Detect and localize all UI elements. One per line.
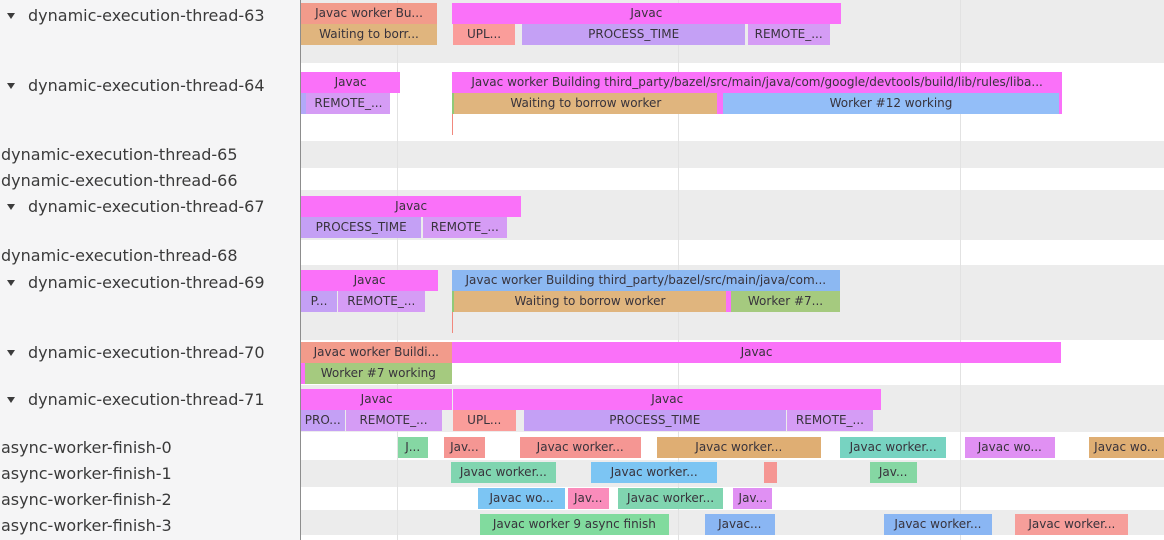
track-label-row[interactable]: async-worker-finish-0 [0, 437, 300, 459]
track-background-band [301, 460, 1164, 487]
track-label-row[interactable]: dynamic-execution-thread-68 [0, 245, 300, 267]
timeline-slice[interactable]: Javac worker... [840, 437, 946, 458]
timeline-slice[interactable]: PROCESS_TIME [522, 24, 745, 45]
track-label: dynamic-execution-thread-67 [28, 197, 265, 216]
track-label: async-worker-finish-3 [1, 516, 172, 535]
timeline-slice[interactable] [764, 462, 778, 484]
track-label-row[interactable]: dynamic-execution-thread-66 [0, 170, 300, 192]
timeline-slice[interactable]: Javac worker... [519, 437, 641, 458]
timeline-slice[interactable]: Javac worker Buildi... [301, 342, 452, 363]
collapse-triangle-icon[interactable] [7, 83, 15, 89]
timeline-slice[interactable]: Javac [301, 389, 453, 410]
timeline-slice[interactable]: Javac worker... [618, 488, 723, 510]
timeline-slice[interactable]: Jav... [733, 488, 773, 510]
timeline-slice[interactable]: UPL... [453, 410, 516, 431]
timeline-slice[interactable]: REMOTE_... [747, 24, 830, 45]
timeline-slice[interactable]: Javac [301, 270, 439, 291]
track-label: dynamic-execution-thread-65 [1, 144, 238, 164]
timeline-slice[interactable]: P... [301, 291, 337, 312]
track-background-band [301, 141, 1164, 168]
track-label-row[interactable]: dynamic-execution-thread-70 [0, 342, 300, 364]
track-label-row[interactable]: dynamic-execution-thread-67 [0, 196, 300, 218]
track-label-row[interactable]: dynamic-execution-thread-65 [0, 144, 300, 166]
track-label: dynamic-execution-thread-69 [28, 273, 265, 292]
track-label-row[interactable]: async-worker-finish-1 [0, 463, 300, 485]
timeline-slice[interactable]: Javac wo... [478, 488, 566, 510]
timeline-slice[interactable]: Waiting to borrow worker [454, 93, 718, 114]
timeline-slice[interactable]: Javac worker... [450, 462, 556, 484]
timeline-slice[interactable]: PROCESS_TIME [523, 410, 786, 431]
track-label: async-worker-finish-1 [1, 464, 172, 483]
timeline-slice[interactable]: Waiting to borrow worker [454, 291, 726, 312]
timeline-slice[interactable] [451, 291, 455, 312]
collapse-triangle-icon[interactable] [7, 350, 15, 356]
timeline-slice[interactable]: Javac wo... [964, 437, 1055, 458]
track-label: dynamic-execution-thread-63 [28, 6, 265, 25]
timeline-slice[interactable]: Javac worker 9 async finish [480, 513, 669, 535]
track-label: async-worker-finish-2 [1, 489, 172, 509]
track-label: dynamic-execution-thread-70 [28, 343, 265, 362]
track-label: dynamic-execution-thread-71 [28, 389, 265, 409]
timeline-slice[interactable]: REMOTE_... [345, 410, 442, 431]
timeline-slice[interactable]: Worker #12 working [722, 93, 1060, 114]
timeline-slice[interactable]: Jav... [567, 488, 609, 510]
track-label: dynamic-execution-thread-68 [1, 245, 238, 265]
timeline-slice[interactable]: Jav... [869, 462, 917, 484]
timeline-slice[interactable] [301, 363, 305, 384]
track-label-row[interactable]: dynamic-execution-thread-71 [0, 389, 300, 411]
timeline-slice[interactable]: REMOTE_... [786, 410, 874, 431]
timeline-slice[interactable]: Javac [453, 389, 882, 410]
timeline-slice[interactable] [451, 114, 454, 135]
timeline-slice[interactable]: UPL... [452, 24, 516, 45]
track-label: dynamic-execution-thread-64 [28, 76, 265, 95]
time-gridline [959, 0, 961, 540]
timeline-slice[interactable] [451, 312, 454, 333]
collapse-triangle-icon[interactable] [7, 204, 15, 210]
timeline-slice[interactable]: Worker #7... [731, 291, 840, 312]
track-label-row[interactable]: dynamic-execution-thread-69 [0, 272, 300, 294]
timeline-slice[interactable]: Worker #7 working [305, 363, 452, 384]
timeline-slice[interactable] [301, 93, 307, 114]
track-name-panel: dynamic-execution-thread-63 dynamic-execu… [0, 0, 301, 540]
track-label-row[interactable]: dynamic-execution-thread-64 [0, 75, 300, 97]
track-label-row[interactable]: async-worker-finish-3 [0, 515, 300, 537]
timeline-slice[interactable]: Javac worker... [657, 437, 821, 458]
timeline-slice[interactable]: Jav... [443, 437, 486, 458]
timeline-slice[interactable]: Javac [301, 72, 401, 93]
timeline-slice[interactable]: REMOTE_... [423, 217, 507, 238]
timeline-slice[interactable]: PRO... [301, 410, 345, 431]
timeline-slice[interactable]: REMOTE_... [338, 291, 425, 312]
timeline-slice[interactable] [717, 93, 723, 114]
collapse-triangle-icon[interactable] [7, 396, 15, 403]
timeline-slice[interactable]: Javac worker Building third_party/bazel/… [451, 72, 1063, 93]
timeline-slice[interactable]: Javac wo... [1088, 437, 1164, 458]
timeline-slice[interactable]: Javac worker... [883, 513, 993, 535]
timeline-slice[interactable]: Javac [301, 196, 522, 217]
collapse-triangle-icon[interactable] [7, 280, 15, 286]
collapse-triangle-icon[interactable] [7, 13, 15, 19]
track-label: async-worker-finish-0 [1, 438, 172, 457]
timeline-slice[interactable]: Waiting to borr... [301, 24, 437, 45]
timeline-slice[interactable]: Javac... [705, 513, 775, 535]
timeline-slice[interactable]: REMOTE_... [306, 93, 391, 114]
timeline-slice[interactable]: Javac worker... [1015, 513, 1129, 535]
timeline-slice[interactable]: Javac [451, 3, 841, 24]
track-label: dynamic-execution-thread-66 [1, 171, 238, 190]
timeline-slice[interactable]: Javac worker... [591, 462, 718, 484]
timeline-slice[interactable]: Javac worker Bu... [301, 3, 437, 24]
timeline-slice[interactable] [725, 291, 731, 312]
timeline-slice[interactable]: Javac [452, 342, 1061, 363]
timeline-slice[interactable]: J... [397, 437, 428, 458]
track-label-row[interactable]: async-worker-finish-2 [0, 489, 300, 511]
timeline-slice[interactable]: Javac worker Building third_party/bazel/… [451, 270, 840, 291]
track-label-row[interactable]: dynamic-execution-thread-63 [0, 5, 300, 27]
timeline-slice[interactable] [1059, 93, 1063, 114]
timeline-slice[interactable]: PROCESS_TIME [301, 217, 422, 238]
timeline-slice[interactable] [451, 93, 455, 114]
